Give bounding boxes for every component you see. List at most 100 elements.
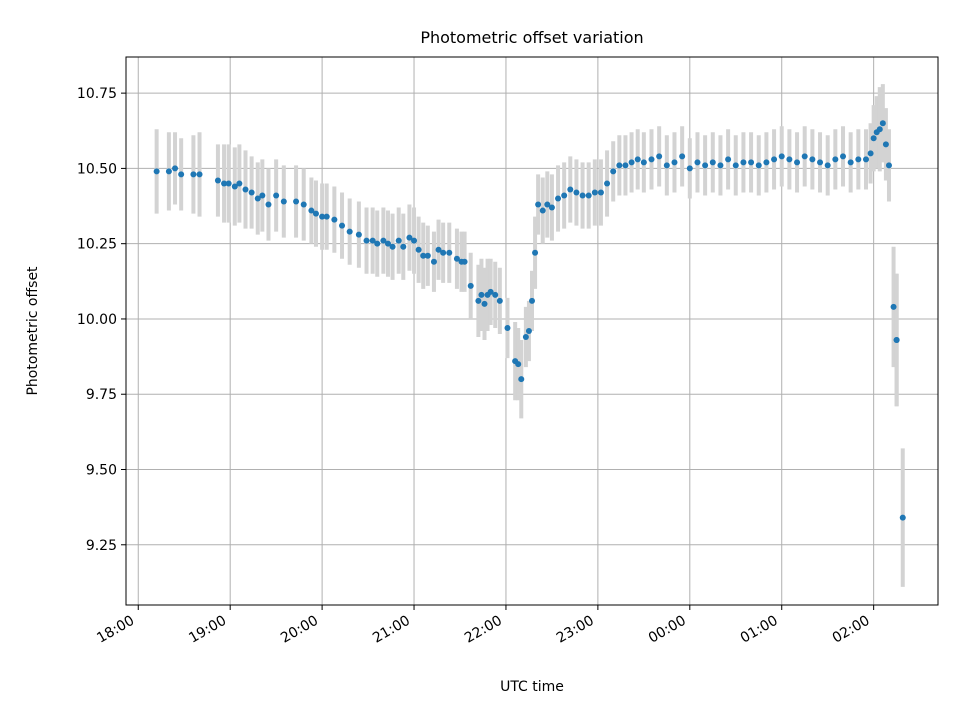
data-point [824, 162, 831, 169]
data-point [882, 141, 889, 148]
y-tick-label: 9.50 [86, 463, 117, 479]
data-point [453, 255, 460, 262]
data-point [709, 159, 716, 166]
data-point [319, 213, 326, 220]
data-point [400, 243, 407, 250]
data-point [532, 249, 539, 256]
data-point [671, 159, 678, 166]
data-point [323, 213, 330, 220]
data-point [862, 156, 869, 163]
data-point [786, 156, 793, 163]
data-point [363, 237, 370, 244]
data-point [535, 201, 542, 208]
data-point [893, 337, 900, 344]
data-point [794, 159, 801, 166]
data-point [840, 153, 847, 160]
data-point [809, 156, 816, 163]
data-point [435, 246, 442, 253]
data-point [461, 258, 468, 265]
data-point [384, 240, 391, 247]
data-point [165, 168, 172, 175]
data-point [487, 288, 494, 295]
data-point [475, 297, 482, 304]
y-tick-label: 10.50 [77, 161, 117, 177]
data-point [890, 303, 897, 310]
data-point [867, 150, 874, 157]
data-point [694, 159, 701, 166]
data-point [548, 204, 555, 211]
data-point [725, 156, 732, 163]
data-point [740, 159, 747, 166]
data-point [616, 162, 623, 169]
data-point [855, 156, 862, 163]
data-point [656, 153, 663, 160]
data-point [300, 201, 307, 208]
data-point [525, 328, 532, 334]
data-point [640, 159, 647, 166]
data-point [221, 180, 228, 187]
data-point [686, 165, 693, 172]
data-point [172, 165, 179, 172]
data-point [648, 156, 655, 163]
data-point [885, 162, 892, 169]
data-point [567, 186, 574, 193]
data-point [190, 171, 197, 178]
data-point [411, 237, 418, 244]
data-point [876, 126, 883, 133]
data-point [663, 162, 670, 169]
data-point [231, 183, 238, 190]
data-point [273, 192, 280, 199]
data-point [308, 207, 315, 214]
data-point [634, 156, 641, 163]
data-point [440, 249, 447, 256]
y-tick-label: 9.75 [86, 387, 117, 403]
data-point [214, 177, 221, 184]
data-point [395, 237, 402, 244]
data-point [732, 162, 739, 169]
data-point [539, 207, 546, 214]
data-point [415, 246, 422, 253]
data-point [420, 252, 427, 259]
data-point [555, 195, 562, 202]
data-point [380, 237, 387, 244]
data-point [801, 153, 808, 160]
y-tick-label: 10.25 [77, 237, 117, 253]
data-point [259, 192, 266, 199]
data-point [504, 324, 511, 331]
y-tick-label: 9.25 [86, 538, 117, 554]
data-point [755, 162, 762, 169]
data-point [492, 291, 499, 298]
data-point [585, 192, 592, 199]
y-axis-label: Photometric offset [25, 266, 41, 396]
data-point [717, 162, 724, 169]
data-point [406, 234, 413, 241]
data-point [389, 243, 396, 250]
data-point [610, 168, 617, 175]
data-point [346, 228, 353, 235]
data-point [544, 201, 551, 208]
data-point [847, 159, 854, 166]
data-point [293, 198, 300, 205]
data-point [579, 192, 586, 199]
data-point [481, 300, 488, 307]
data-point [515, 361, 522, 368]
data-point [374, 240, 381, 247]
data-point [478, 291, 485, 298]
data-point [242, 186, 249, 193]
data-point [763, 159, 770, 166]
chart-title: Photometric offset variation [420, 28, 643, 47]
data-point [280, 198, 287, 205]
y-tick-label: 10.75 [77, 86, 117, 102]
data-point [748, 159, 755, 166]
data-point [879, 120, 886, 127]
data-point [236, 180, 243, 187]
data-point [591, 189, 598, 196]
data-point [446, 249, 453, 256]
data-point [496, 297, 503, 304]
data-point [339, 222, 346, 229]
data-point [832, 156, 839, 163]
data-point [817, 159, 824, 166]
